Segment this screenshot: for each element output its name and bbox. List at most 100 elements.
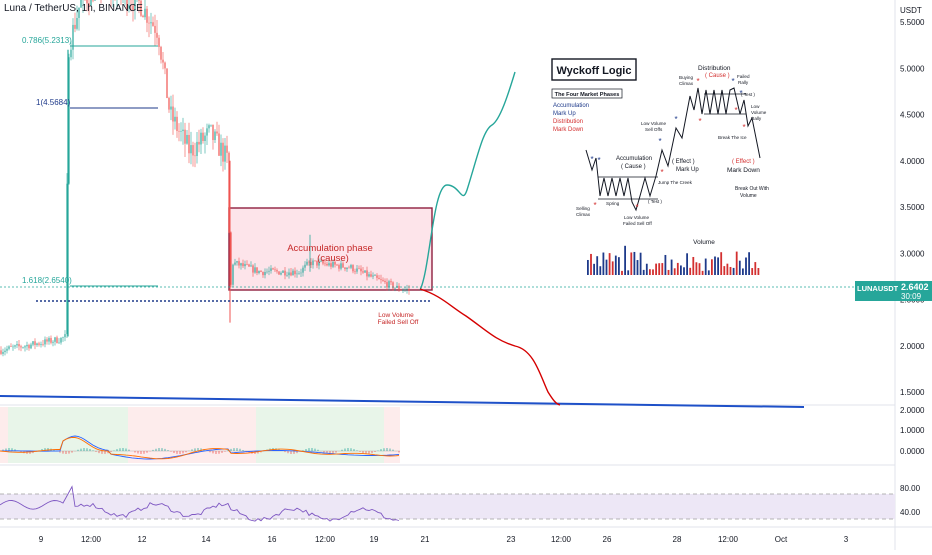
candle-body: [288, 272, 289, 275]
wy-volume-word: Volume: [751, 110, 767, 115]
wyckoff-star-icon: *: [698, 117, 701, 126]
wyckoff-volume-bar: [727, 264, 729, 275]
phases-title: The Four Market Phases: [555, 92, 620, 98]
time-tick-label: Oct: [775, 535, 788, 544]
wy-rally: Rally: [738, 80, 749, 85]
candle-body: [12, 347, 13, 348]
wyckoff-volume-bar: [736, 252, 738, 275]
candle-body: [208, 125, 209, 128]
candle-body: [22, 347, 23, 348]
wy-breakout-2: Volume: [740, 193, 757, 199]
candle-body: [46, 339, 47, 341]
candle-body: [0, 350, 1, 354]
candle-body: [388, 281, 389, 287]
macd-bg-stripe: [32, 407, 40, 463]
candle-body: [74, 25, 75, 29]
candle-body: [54, 337, 55, 341]
countdown-value: 30:09: [901, 292, 921, 301]
candle-body: [272, 268, 273, 269]
candle-body: [386, 282, 387, 287]
candle-body: [24, 346, 25, 347]
candle-body: [212, 125, 213, 140]
candle-body: [266, 272, 267, 273]
time-tick-label: 12:00: [551, 535, 572, 544]
wyckoff-volume-bar: [649, 269, 651, 275]
failed-sell-off-label: Failed Sell Off: [378, 319, 419, 326]
time-tick-label: 12:00: [315, 535, 336, 544]
candle-body: [384, 281, 385, 282]
wyckoff-star-icon: *: [674, 115, 677, 124]
candle-body: [174, 117, 175, 122]
wyckoff-star-icon: *: [635, 203, 638, 212]
candle-body: [284, 271, 285, 276]
rsi-tick-0: 80.00: [900, 484, 921, 493]
candle-body: [356, 268, 357, 271]
price-tick-label: 5.0000: [900, 64, 925, 73]
wy-test: ( Test ): [648, 199, 662, 204]
macd-bg-stripe: [240, 407, 248, 463]
candle-body: [6, 349, 7, 351]
last-symbol-label: LUNAUSDT: [857, 284, 898, 293]
candle-body: [308, 262, 309, 263]
macd-bg-stripe: [256, 407, 264, 463]
wy-break-ice: Break The Ice: [718, 135, 747, 140]
candle-body: [188, 135, 189, 153]
candle-body: [8, 346, 9, 348]
candle-body: [222, 143, 223, 162]
candle-body: [256, 267, 257, 273]
wyckoff-volume-bar: [683, 267, 685, 275]
wyckoff-volume-bar: [751, 268, 753, 275]
macd-bg-stripe: [360, 407, 368, 463]
candle-body: [302, 268, 303, 273]
candle-body: [242, 263, 243, 266]
price-axis[interactable]: 5.50005.00004.50004.00003.50003.00002.50…: [900, 18, 925, 397]
macd-bg-stripe: [264, 407, 272, 463]
candle-body: [290, 272, 291, 275]
wy-breakout-1: Break Out With: [735, 186, 769, 192]
candle-body: [228, 153, 229, 233]
candle-body: [34, 341, 35, 345]
wyckoff-volume-bar: [671, 260, 673, 275]
wyckoff-volume-bar: [699, 263, 701, 275]
wyckoff-volume-bar: [748, 252, 750, 275]
candle-body: [278, 271, 279, 274]
price-pane[interactable]: [0, 0, 895, 405]
wy-test-2: ( Test ): [741, 92, 755, 97]
candle-body: [56, 337, 57, 343]
candle-body: [368, 274, 369, 276]
candle-body: [264, 272, 265, 275]
candle-body: [142, 16, 143, 17]
candle-body: [338, 265, 339, 269]
candle-body: [180, 131, 181, 132]
wyckoff-volume-bar: [658, 263, 660, 275]
candle-body: [362, 271, 363, 272]
phase-mark-up: Mark Up: [553, 111, 576, 117]
last-price-tag[interactable]: LUNAUSDT 2.6402 30:09: [855, 281, 932, 301]
candle-body: [400, 290, 401, 291]
fib-1-label: 1(4.5684): [36, 98, 71, 107]
wyckoff-volume-bar: [587, 260, 589, 275]
candle-body: [210, 125, 211, 126]
candle-body: [38, 343, 39, 344]
wyckoff-volume-bar: [615, 256, 617, 275]
candle-body: [406, 289, 407, 290]
candle-body: [20, 346, 21, 347]
candle-body: [200, 133, 201, 145]
candle-body: [76, 18, 77, 29]
candle-body: [156, 33, 157, 38]
candle-body: [232, 265, 233, 285]
wy-climax-2: Climax: [679, 81, 694, 86]
wyckoff-volume-bar: [630, 252, 632, 275]
candle-body: [238, 261, 239, 265]
wyckoff-volume-bar: [627, 270, 629, 275]
macd-bg-stripe: [136, 407, 144, 463]
candle-body: [392, 282, 393, 288]
candle-body: [306, 262, 307, 265]
candle-body: [154, 26, 155, 33]
candle-body: [340, 263, 341, 268]
wyckoff-volume-bar: [708, 270, 710, 275]
candle-body: [170, 107, 171, 110]
